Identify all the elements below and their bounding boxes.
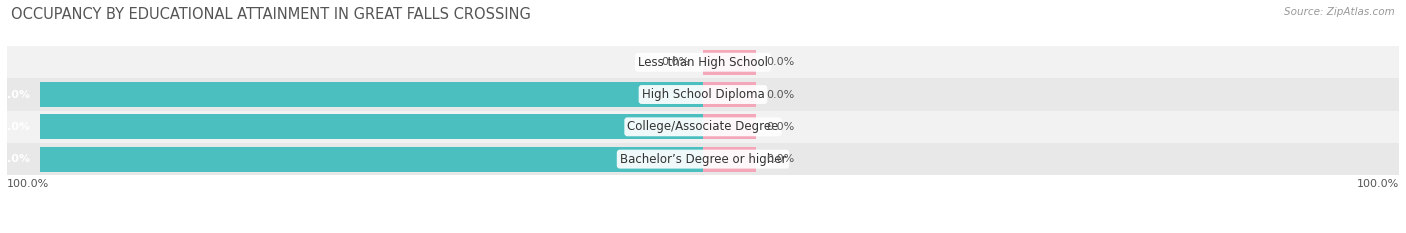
Bar bbox=[703, 50, 756, 75]
Bar bbox=[41, 82, 703, 107]
Bar bbox=[703, 82, 756, 107]
Text: High School Diploma: High School Diploma bbox=[641, 88, 765, 101]
Text: 0.0%: 0.0% bbox=[766, 89, 794, 99]
Text: College/Associate Degree: College/Associate Degree bbox=[627, 120, 779, 133]
Bar bbox=[7, 143, 1399, 175]
Text: 100.0%: 100.0% bbox=[0, 154, 30, 164]
Text: Bachelor’s Degree or higher: Bachelor’s Degree or higher bbox=[620, 153, 786, 166]
Text: 100.0%: 100.0% bbox=[0, 122, 30, 132]
Text: 100.0%: 100.0% bbox=[0, 89, 30, 99]
Text: OCCUPANCY BY EDUCATIONAL ATTAINMENT IN GREAT FALLS CROSSING: OCCUPANCY BY EDUCATIONAL ATTAINMENT IN G… bbox=[11, 7, 531, 22]
Bar bbox=[41, 114, 703, 139]
Text: 0.0%: 0.0% bbox=[766, 57, 794, 67]
Bar bbox=[7, 78, 1399, 111]
Bar bbox=[703, 147, 756, 172]
Text: Source: ZipAtlas.com: Source: ZipAtlas.com bbox=[1284, 7, 1395, 17]
Text: 100.0%: 100.0% bbox=[7, 178, 49, 188]
Text: 0.0%: 0.0% bbox=[766, 154, 794, 164]
Bar bbox=[7, 46, 1399, 78]
Text: 100.0%: 100.0% bbox=[1357, 178, 1399, 188]
Text: 0.0%: 0.0% bbox=[766, 122, 794, 132]
Text: Less than High School: Less than High School bbox=[638, 56, 768, 69]
Bar bbox=[41, 147, 703, 172]
Bar bbox=[7, 111, 1399, 143]
Bar bbox=[703, 114, 756, 139]
Text: 0.0%: 0.0% bbox=[661, 57, 690, 67]
